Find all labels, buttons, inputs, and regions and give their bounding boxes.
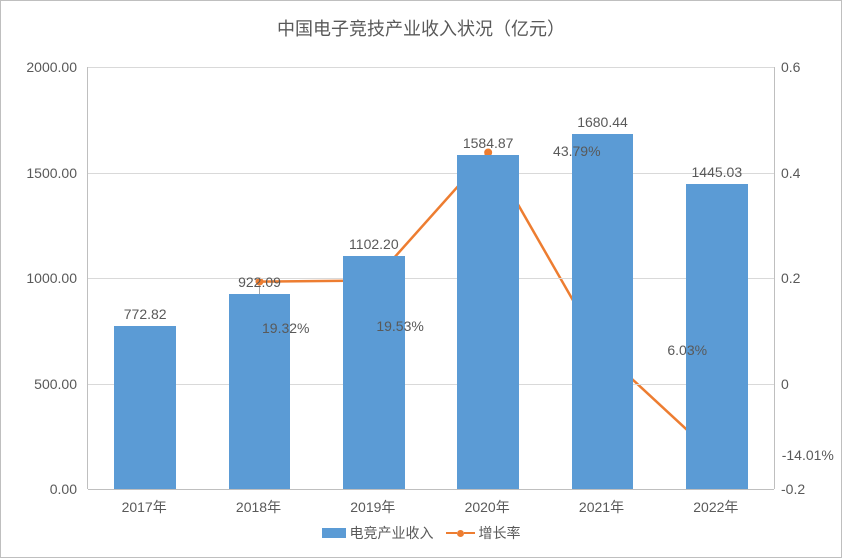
bar-data-label: 1584.87 <box>463 135 514 151</box>
x-tick-label: 2017年 <box>122 497 167 517</box>
legend-line-label: 增长率 <box>479 523 521 543</box>
bar-data-label: 1445.03 <box>692 164 743 180</box>
line-data-label: 6.03% <box>667 342 707 358</box>
y1-tick-label: 1000.00 <box>26 270 77 286</box>
legend-item-bar: 电竞产业收入 <box>322 523 434 543</box>
y2-tick-label: 0.2 <box>781 270 800 286</box>
chart-title: 中国电子竞技产业收入状况（亿元） <box>1 15 841 41</box>
bar-data-label: 1680.44 <box>577 114 628 130</box>
y2-tick-label: 0.4 <box>781 165 800 181</box>
line-data-label: -14.01% <box>782 447 834 463</box>
gridline <box>88 278 774 279</box>
line-data-label: 19.32% <box>262 320 309 336</box>
gridline <box>88 67 774 68</box>
y1-tick-label: 1500.00 <box>26 165 77 181</box>
line-data-label: 43.79% <box>553 143 600 159</box>
revenue-chart: 中国电子竞技产业收入状况（亿元） 772.82 922.09 1102.20 1584… <box>0 0 842 558</box>
bar <box>114 326 176 489</box>
bar <box>457 155 519 489</box>
gridline <box>88 384 774 385</box>
legend-bar-label: 电竞产业收入 <box>350 523 434 543</box>
y1-tick-label: 500.00 <box>34 376 77 392</box>
y1-tick-label: 2000.00 <box>26 59 77 75</box>
bar-data-label: 1102.20 <box>349 236 399 252</box>
bar-data-label: 772.82 <box>124 306 167 322</box>
bar-data-label: 922.09 <box>238 274 281 290</box>
bar <box>686 184 748 489</box>
y2-tick-label: -0.2 <box>781 481 805 497</box>
x-tick-label: 2022年 <box>693 497 738 517</box>
legend: 电竞产业收入 增长率 <box>1 523 841 543</box>
line-data-label: 19.53% <box>376 318 423 334</box>
legend-line-swatch <box>446 530 475 537</box>
y2-tick-label: 0.6 <box>781 59 800 75</box>
x-tick-label: 2018年 <box>236 497 281 517</box>
x-tick-label: 2019年 <box>350 497 395 517</box>
bar <box>572 134 634 489</box>
bar <box>343 256 405 489</box>
y2-tick-label: 0 <box>781 376 789 392</box>
x-tick-label: 2021年 <box>579 497 624 517</box>
y1-tick-label: 0.00 <box>50 481 77 497</box>
plot-area: 772.82 922.09 1102.20 1584.87 1680.44 1445.03… <box>87 67 775 489</box>
x-tick-label: 2020年 <box>465 497 510 517</box>
legend-bar-swatch <box>322 528 346 538</box>
gridline <box>88 173 774 174</box>
gridline <box>88 489 774 490</box>
legend-item-line: 增长率 <box>446 523 521 543</box>
